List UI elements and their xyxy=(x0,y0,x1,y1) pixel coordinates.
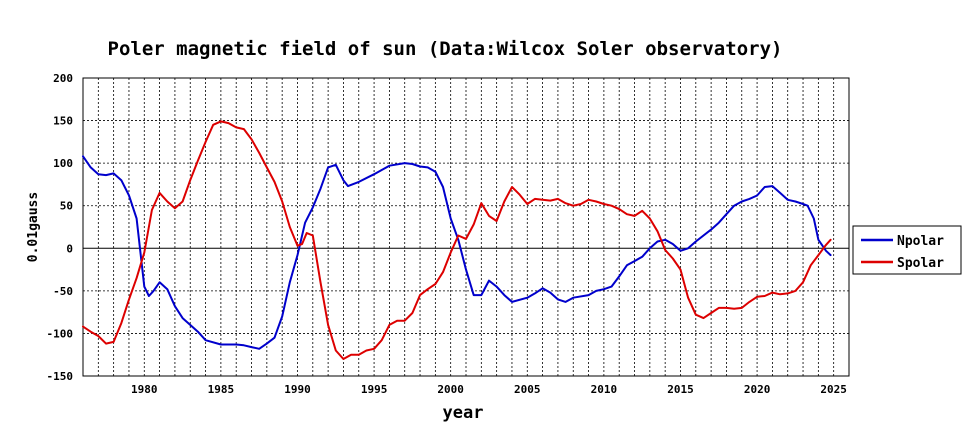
x-tick-label: 2005 xyxy=(514,383,541,396)
x-tick-label: 2025 xyxy=(820,383,847,396)
y-tick-label: -100 xyxy=(47,327,74,340)
plot-area-frame xyxy=(82,77,850,377)
tick-labels: -150 -100 -50 0 50 100 150 200 1980 1985 1990 1995 2… xyxy=(47,72,847,396)
x-tick-label: 1985 xyxy=(208,383,235,396)
series-lines xyxy=(82,120,832,360)
chart-title: Poler magnetic field of sun (Data:Wilcox… xyxy=(108,38,783,60)
x-axis-label: year xyxy=(443,403,484,423)
legend: Npolar Spolar xyxy=(852,225,962,275)
x-tick-label: 1990 xyxy=(284,383,311,396)
series-line-spolar xyxy=(82,120,832,360)
y-axis-label: 0.01gauss xyxy=(26,192,41,262)
grid xyxy=(83,78,849,376)
y-tick-label: 200 xyxy=(53,72,73,85)
y-tick-label: 0 xyxy=(66,242,73,255)
x-tick-label: 2020 xyxy=(744,383,771,396)
legend-label-npolar: Npolar xyxy=(897,234,944,249)
y-tick-label: 50 xyxy=(60,200,73,213)
x-tick-label: 2000 xyxy=(437,383,464,396)
series-line-npolar xyxy=(82,155,832,350)
x-tick-label: 2010 xyxy=(591,383,618,396)
x-tick-label: 2015 xyxy=(667,383,694,396)
y-tick-label: 100 xyxy=(53,157,73,170)
y-tick-label: -150 xyxy=(47,370,74,383)
x-tick-label: 1995 xyxy=(361,383,388,396)
legend-label-spolar: Spolar xyxy=(897,256,944,271)
y-tick-label: -50 xyxy=(53,285,73,298)
y-tick-label: 150 xyxy=(53,115,73,128)
x-tick-label: 1980 xyxy=(131,383,158,396)
legend-box xyxy=(852,225,962,275)
